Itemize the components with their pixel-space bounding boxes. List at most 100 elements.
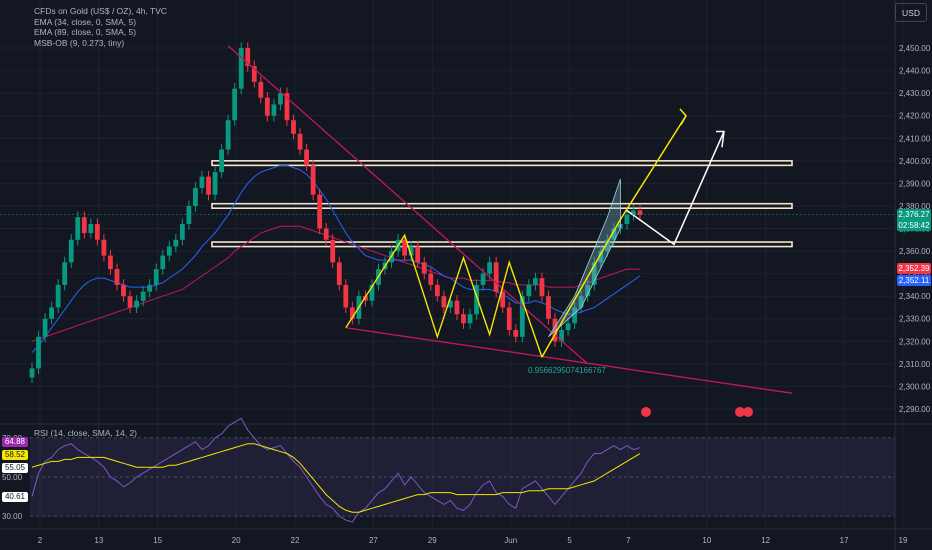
arrow-head-yellow	[679, 108, 687, 126]
rsi-sma-line	[31, 443, 641, 513]
candle-body	[349, 307, 355, 319]
candle-body	[578, 296, 584, 308]
candle-body	[42, 318, 48, 337]
ema34-legend[interactable]: EMA (34, close, 0, SMA, 5)	[34, 16, 137, 27]
candle-body	[193, 187, 198, 206]
price-tick-label: 2,340.00	[899, 292, 931, 301]
candle-body	[513, 330, 519, 337]
candle-body	[101, 239, 107, 256]
candle-body	[108, 255, 113, 270]
candle-body	[591, 262, 597, 285]
ema89-line	[31, 225, 640, 342]
candle-body	[487, 262, 493, 274]
alt-projection	[626, 131, 725, 246]
price-tick-label: 2,380.00	[899, 202, 931, 211]
time-tick-label: 10	[702, 536, 711, 545]
ema89-legend[interactable]: EMA (89, close, 0, SMA, 5)	[34, 27, 137, 37]
currency-button[interactable]: USD	[895, 3, 927, 22]
candle-body	[251, 66, 257, 82]
candle-body	[369, 284, 375, 301]
candle-body	[310, 165, 316, 195]
ema89-path	[31, 225, 640, 342]
msb-legend[interactable]: MSB-OB (9, 0.273, tiny)	[34, 37, 125, 48]
candle-body	[160, 255, 166, 270]
time-axis[interactable]: 2 13 15 20 22 27 29 Jun 5 7 10 12 17 19	[0, 528, 932, 545]
candle-body	[36, 336, 41, 369]
descending-trendline	[227, 45, 589, 365]
candle-body	[330, 239, 336, 263]
rsi-legend[interactable]: RSI (14, close, SMA, 14, 2)	[34, 428, 137, 438]
candle-body	[206, 176, 211, 195]
candle-body	[631, 210, 636, 215]
candle-body	[500, 291, 506, 308]
candle-body	[611, 228, 617, 240]
rsi-value-tag: 55.05	[2, 463, 28, 473]
time-tick-label: 13	[94, 536, 103, 545]
price-tick-label: 2,420.00	[899, 112, 931, 121]
candle-body	[402, 239, 408, 256]
candle-body	[232, 88, 238, 121]
candle-body	[140, 291, 146, 301]
candle-body	[415, 246, 421, 263]
candle-body	[291, 120, 296, 134]
time-tick-label: 27	[369, 536, 378, 545]
time-tick-label: 5	[567, 536, 572, 545]
supply-demand-zones	[211, 160, 793, 248]
time-tick-label: 7	[626, 536, 631, 545]
candle-body	[441, 296, 447, 308]
price-tick-label: 2,310.00	[899, 360, 931, 369]
candle-body	[317, 194, 323, 229]
candle-body	[278, 93, 283, 105]
candle-body	[461, 314, 466, 324]
candle-body	[55, 284, 61, 308]
candle-body	[258, 81, 264, 98]
candle-body	[127, 296, 133, 308]
candle-body	[428, 273, 434, 285]
time-tick-label: 15	[153, 536, 162, 545]
rising-channel	[548, 178, 621, 338]
time-tick-label: Jun	[504, 536, 517, 545]
price-tick-label: 2,390.00	[899, 179, 931, 188]
candle-body	[271, 104, 277, 116]
candle-body	[245, 48, 251, 67]
candle-body	[114, 269, 120, 285]
price-tick-label: 2,300.00	[899, 382, 931, 391]
event-flag-icon	[735, 407, 745, 417]
candles	[29, 42, 643, 384]
candle-body	[336, 262, 342, 285]
candle-body	[637, 210, 643, 215]
rsi-tick-label: 50.00	[2, 473, 23, 482]
time-tick-label: 29	[428, 536, 437, 545]
price-tick-label: 2,400.00	[899, 157, 931, 166]
candle-body	[624, 214, 630, 224]
trend-drawings: 0.9566295074166767	[0, 45, 895, 417]
rsi-value-tag: 58.52	[2, 450, 28, 460]
rsi-line	[31, 417, 641, 523]
candle-body	[559, 330, 564, 342]
candle-body	[173, 239, 179, 247]
candle-body	[166, 246, 172, 256]
zone-box	[211, 241, 793, 248]
candle-body	[532, 278, 538, 285]
chart-legend: CFDs on Gold (US$ / OZ), 4h, TVC EMA (34…	[34, 6, 167, 48]
candle-body	[81, 217, 87, 234]
candle-body	[598, 251, 604, 263]
time-tick-label: 19	[899, 536, 908, 545]
candle-body	[363, 296, 368, 301]
fib-annotation: 0.9566295074166767	[528, 366, 606, 375]
price-tag: 2,352.11	[897, 274, 931, 286]
symbol-title[interactable]: CFDs on Gold (US$ / OZ), 4h, TVC	[34, 6, 168, 16]
candle-body	[585, 284, 591, 297]
candle-body	[480, 273, 486, 285]
candle-body	[565, 323, 571, 331]
candle-body	[238, 48, 244, 89]
candle-body	[493, 262, 499, 292]
event-flag-icon	[641, 407, 651, 417]
candle-body	[421, 262, 427, 274]
ema34-path	[31, 164, 641, 353]
candle-body	[572, 307, 578, 324]
candle-body	[153, 269, 159, 285]
price-grid	[0, 0, 904, 528]
candle-body	[467, 314, 473, 324]
